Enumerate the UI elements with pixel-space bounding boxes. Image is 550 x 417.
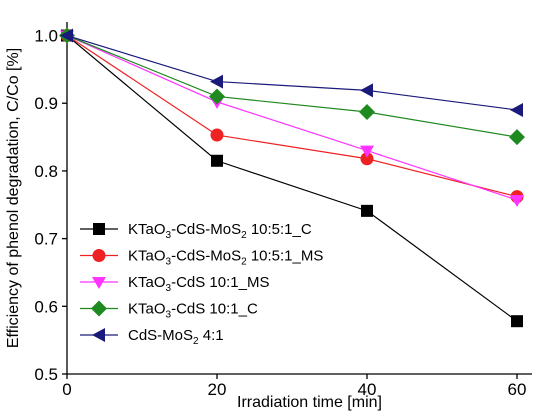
data-point [360, 145, 374, 158]
data-point [361, 204, 373, 217]
series-line [66, 35, 518, 198]
x-tick-label: 60 [508, 380, 527, 399]
data-point [211, 154, 223, 167]
data-point [60, 28, 73, 43]
data-point [210, 74, 223, 89]
data-point [360, 152, 374, 166]
legend-label: KTaO3-CdS 10:1_C [128, 301, 258, 321]
legend-item-3: KTaO3-CdS 10:1_MS [80, 274, 269, 294]
data-point [511, 315, 523, 328]
series-5 [60, 28, 523, 117]
series-line [66, 35, 518, 322]
data-point [209, 88, 225, 105]
legend-item-5: CdS-MoS2 4:1 [80, 327, 224, 347]
data-point [210, 128, 224, 142]
series-line [66, 34, 518, 201]
data-point [359, 104, 375, 121]
axes: 0 20 40 60 0.5 0.6 0.7 0.8 0.9 1.0 [34, 22, 532, 399]
series-line [66, 34, 518, 138]
data-point [510, 195, 524, 208]
y-tick-label: 0.9 [34, 94, 58, 113]
x-axis-title: Irradiation time [min] [237, 394, 382, 411]
data-point [509, 129, 525, 146]
legend-label: KTaO3-CdS-MoS2 10:5:1_C [128, 221, 312, 241]
y-axis-title: Efficiency of phenol degradation, C/Co [… [5, 48, 22, 348]
legend-item-4: KTaO3-CdS 10:1_C [80, 300, 258, 321]
y-tick-label: 1.0 [34, 27, 58, 46]
series-layer [59, 27, 525, 328]
data-point [360, 83, 373, 98]
legend-marker [92, 277, 106, 289]
legend-marker [91, 300, 107, 317]
x-tick-label: 0 [62, 380, 71, 399]
legend: KTaO3-CdS-MoS2 10:5:1_C KTaO3-CdS-MoS2 10… [80, 221, 323, 347]
series-4 [59, 27, 525, 146]
legend-label: KTaO3-CdS-MoS2 10:5:1_MS [128, 248, 323, 268]
y-tick-label: 0.5 [34, 365, 58, 384]
x-tick-label: 40 [358, 380, 377, 399]
legend-marker [92, 328, 105, 342]
y-tick-label: 0.7 [34, 230, 58, 249]
legend-marker [93, 223, 105, 235]
y-tick-label: 0.6 [34, 297, 58, 316]
y-tick-label: 0.8 [34, 162, 58, 181]
x-tick-label: 20 [208, 380, 227, 399]
series-line [66, 34, 518, 111]
legend-label: KTaO3-CdS 10:1_MS [128, 274, 269, 294]
legend-item-2: KTaO3-CdS-MoS2 10:5:1_MS [80, 248, 323, 268]
legend-label: CdS-MoS2 4:1 [128, 327, 224, 347]
legend-item-1: KTaO3-CdS-MoS2 10:5:1_C [80, 221, 312, 241]
legend-marker [92, 249, 106, 262]
data-point [510, 103, 523, 117]
